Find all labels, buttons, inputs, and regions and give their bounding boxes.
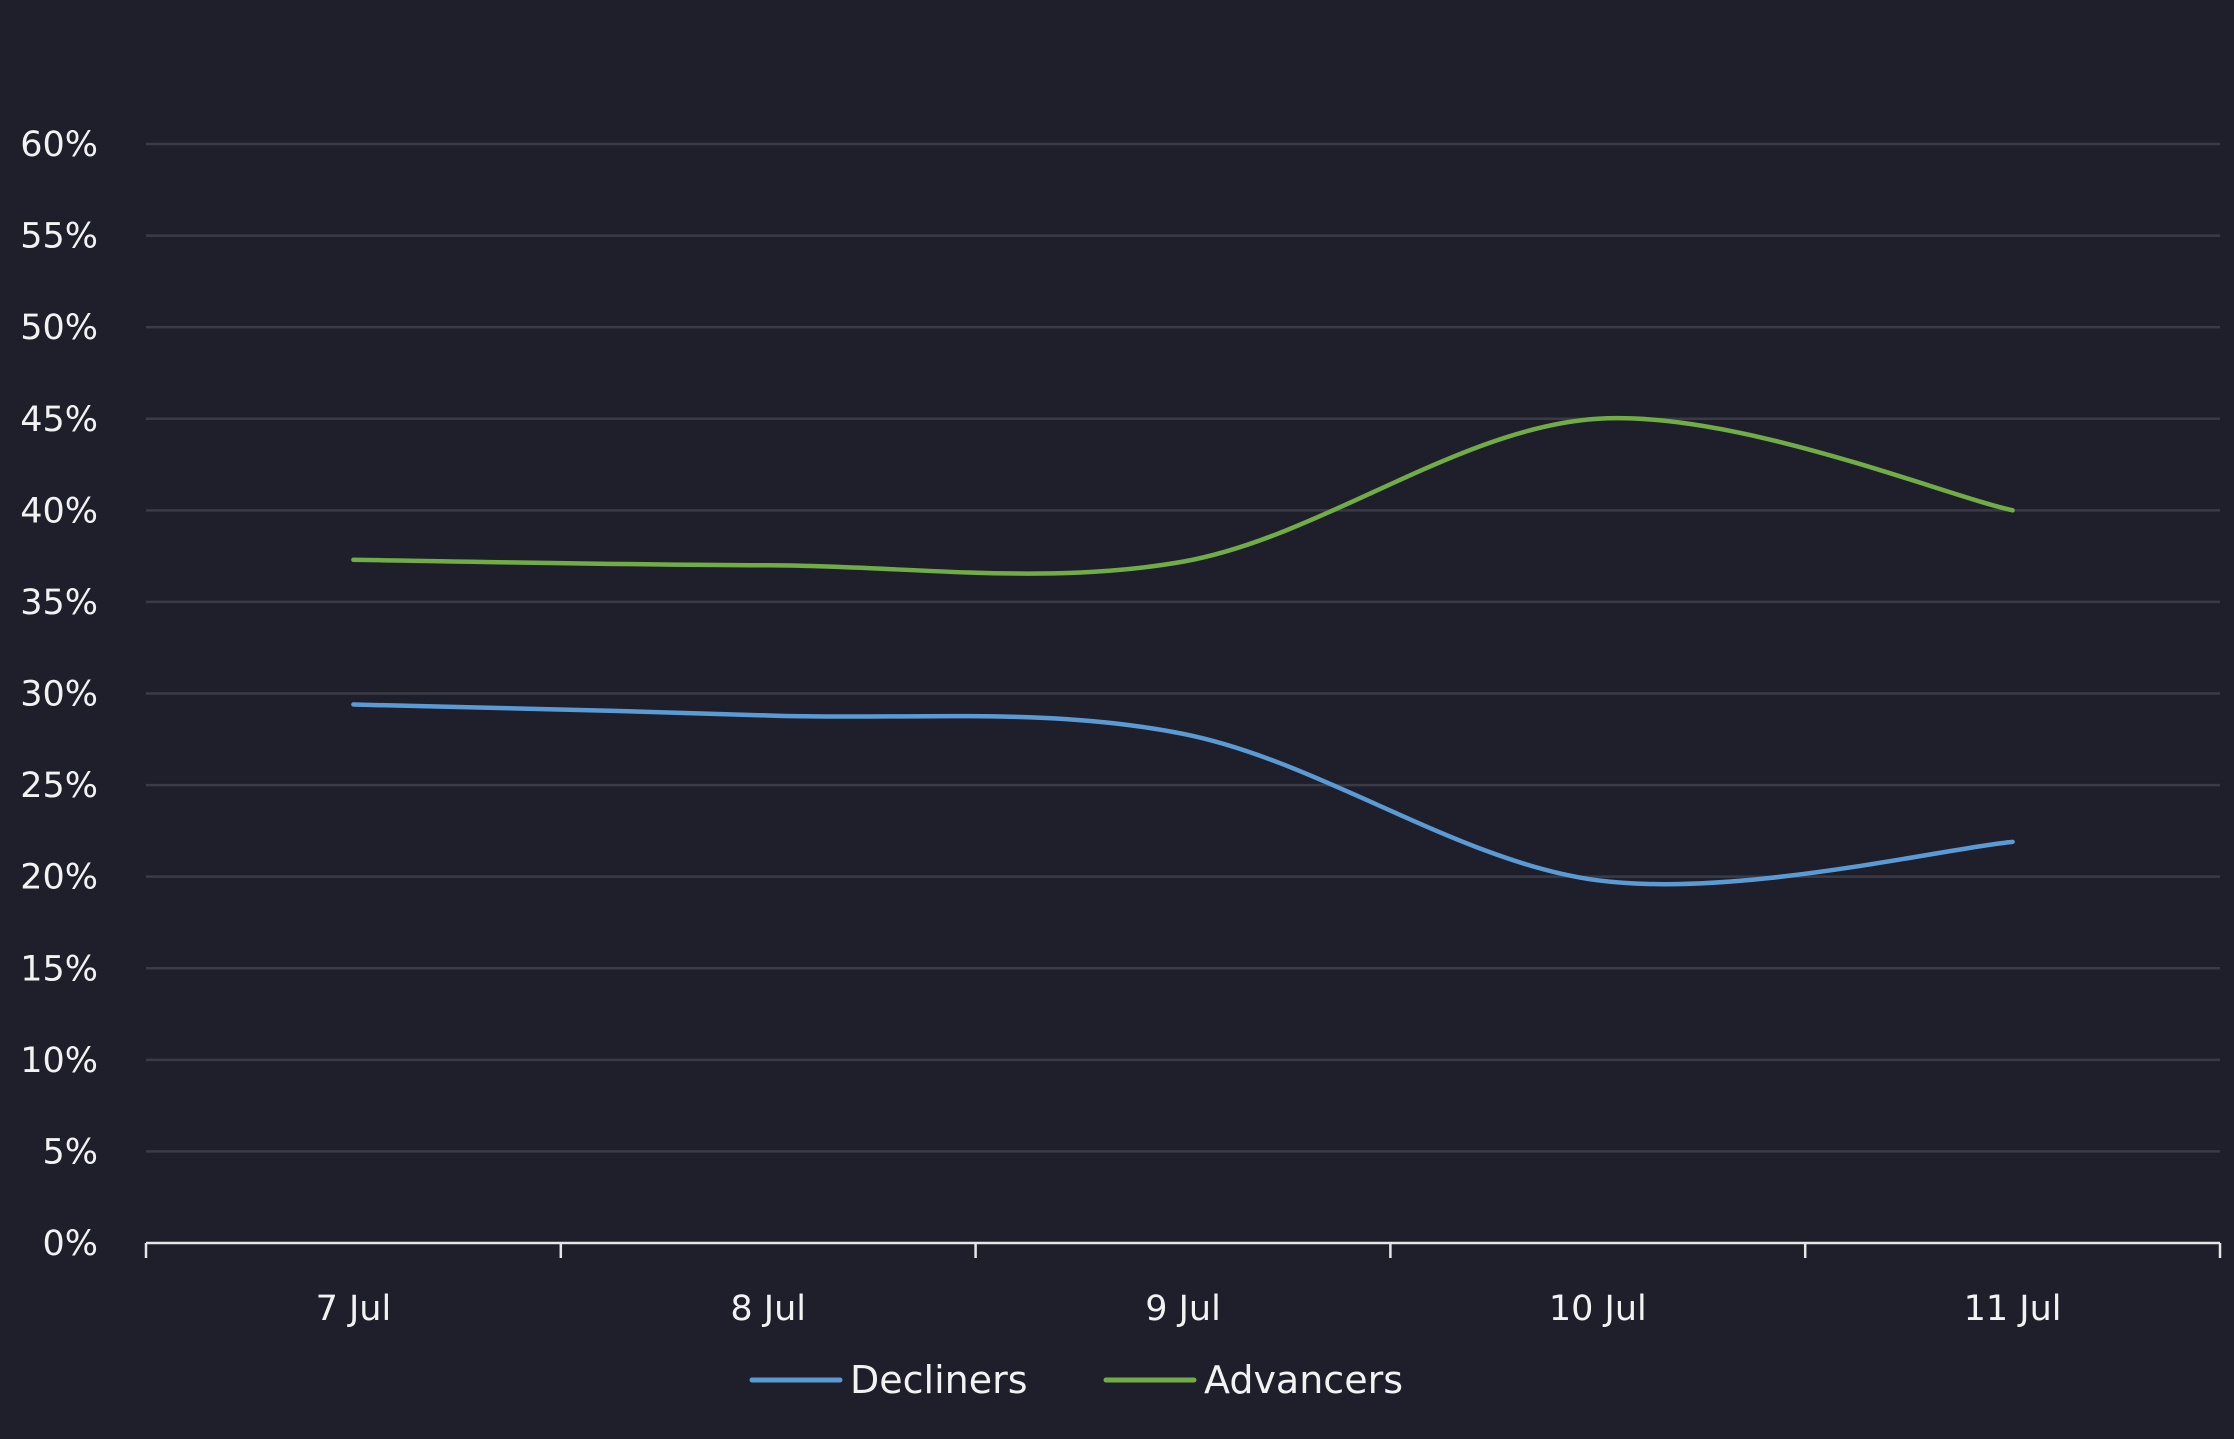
y-tick-label: 10%: [20, 1041, 98, 1081]
y-tick-label: 0%: [42, 1224, 98, 1264]
y-tick-label: 60%: [20, 125, 98, 165]
series-line-advancers: [351, 415, 2015, 576]
gridlines: [146, 142, 2220, 1153]
y-tick-label: 40%: [20, 491, 98, 531]
y-tick-label: 50%: [20, 308, 98, 348]
x-tick-label: 7 Jul: [316, 1289, 392, 1329]
y-tick-label: 30%: [20, 675, 98, 715]
y-tick-label: 20%: [20, 858, 98, 898]
y-tick-label: 45%: [20, 400, 98, 440]
y-tick-label: 25%: [20, 766, 98, 806]
x-tick-label: 10 Jul: [1549, 1289, 1647, 1329]
x-tick-label: 9 Jul: [1145, 1289, 1221, 1329]
series-line-decliners: [351, 702, 2015, 887]
legend-label-advancers: Advancers: [1204, 1358, 1403, 1402]
x-tick-label: 11 Jul: [1964, 1289, 2062, 1329]
y-axis-tick-labels: 0% 5% 10% 15% 20% 25% 30% 35% 40% 45% 50% 55% 60%: [20, 125, 98, 1264]
legend: Decliners Advancers: [749, 1358, 1403, 1402]
legend-label-decliners: Decliners: [850, 1358, 1028, 1402]
y-tick-label: 55%: [20, 217, 98, 257]
y-tick-label: 5%: [42, 1132, 98, 1172]
y-tick-label: 15%: [20, 949, 98, 989]
series-lines: [351, 415, 2015, 887]
x-tick-label: 8 Jul: [730, 1289, 806, 1329]
x-axis-ticks: 7 Jul 8 Jul 9 Jul 10 Jul 11 Jul: [144, 1243, 2222, 1329]
y-tick-label: 35%: [20, 583, 98, 623]
